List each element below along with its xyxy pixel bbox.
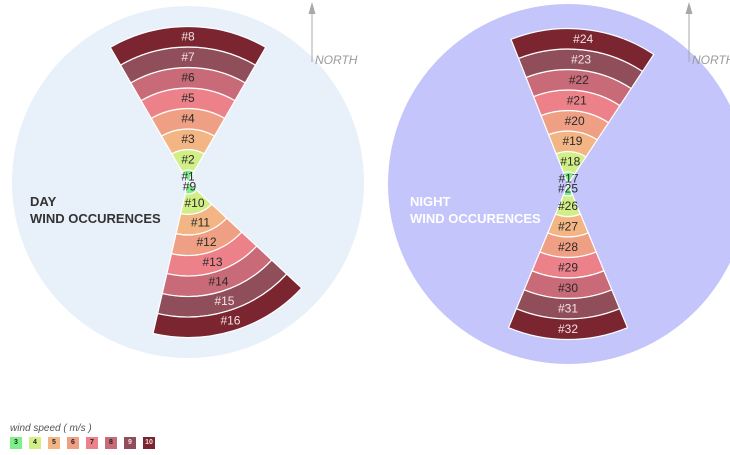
segment-label: #10 [184, 196, 204, 210]
panel-title: NIGHT [410, 194, 451, 209]
legend-swatch: 3 [10, 437, 22, 449]
segment-label: #26 [558, 199, 578, 213]
sector-segment [152, 273, 303, 339]
segment-label: #7 [181, 50, 195, 64]
north-label: NORTH [692, 53, 730, 67]
north-label: NORTH [315, 53, 358, 67]
panel-title: WIND OCCURENCES [410, 211, 541, 226]
segment-label: #20 [565, 114, 585, 128]
legend-swatch: 5 [48, 437, 60, 449]
legend-swatch: 6 [67, 437, 79, 449]
panel-background-circle [388, 4, 730, 364]
segment-label: #5 [181, 91, 195, 105]
sector-segment [109, 25, 267, 66]
segment-label: #19 [562, 134, 582, 148]
segment-label: #25 [558, 182, 578, 196]
segment-label: #23 [571, 53, 591, 67]
segment-label: #28 [558, 240, 578, 254]
segment-label: #4 [181, 111, 195, 125]
segment-label: #9 [183, 179, 197, 193]
north-arrow-icon [308, 2, 316, 62]
segment-label: #27 [558, 219, 578, 233]
legend-swatch: 4 [29, 437, 41, 449]
north-arrow-icon [685, 2, 693, 62]
segment-label: #11 [191, 216, 210, 230]
panel-title: DAY [30, 194, 57, 209]
segment-label: #3 [181, 132, 195, 146]
segment-label: #2 [181, 152, 195, 166]
segment-label: #17 [559, 172, 579, 186]
segment-label: #32 [558, 322, 578, 336]
segment-label: #13 [202, 255, 222, 269]
segment-label: #22 [569, 73, 589, 87]
segment-label: #14 [208, 274, 228, 288]
segment-label: #21 [567, 93, 587, 107]
legend-swatch: 7 [86, 437, 98, 449]
sector-segment [510, 27, 655, 73]
legend-swatch: 9 [124, 437, 136, 449]
segment-label: #16 [220, 314, 240, 328]
legend-swatch: 10 [143, 437, 155, 449]
segment-label: #24 [573, 32, 593, 46]
panel-title: WIND OCCURENCES [30, 211, 161, 226]
segment-label: #6 [181, 70, 195, 84]
segment-label: #8 [181, 29, 195, 43]
wind-rose-panel-2: #17 #18 #19 #20 #21 #22 #23 #24 #25 #26 #27 #28 #29 #… [388, 2, 730, 364]
legend-swatch: 8 [105, 437, 117, 449]
segment-label: #18 [560, 155, 580, 169]
legend-title: wind speed ( m/s ) [10, 423, 92, 434]
segment-label: #31 [558, 301, 578, 315]
segment-label: #30 [558, 281, 578, 295]
wind-rose-panel-1: #1 #2 #3 #4 #5 #6 #7 #8 #9 #10 #11 #12 #13 #14 #15 #16 D… [12, 2, 364, 358]
segment-label: #12 [196, 235, 216, 249]
legend-swatches: 3 4 5 6 7 8 9 10 [10, 437, 155, 449]
segment-label: #1 [181, 170, 195, 184]
segment-label: #29 [558, 260, 578, 274]
legend: wind speed ( m/s ) 3 4 5 6 7 8 9 10 [10, 423, 155, 449]
segment-label: #15 [214, 294, 234, 308]
sector-segment [507, 307, 629, 341]
